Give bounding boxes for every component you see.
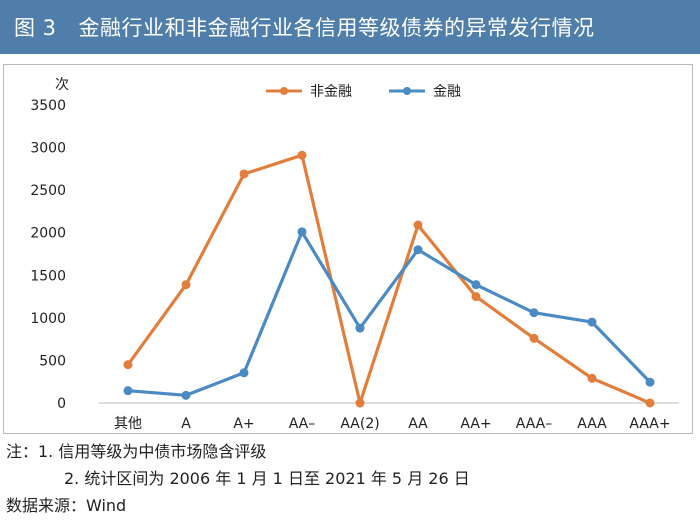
y-tick-label: 2000 <box>30 226 66 242</box>
x-tick-label: AA+ <box>460 416 491 432</box>
x-tick-label: A+ <box>233 416 254 432</box>
y-tick-label: 2500 <box>30 183 66 199</box>
data-point <box>239 368 249 378</box>
note-2: 2. 统计区间为 2006 年 1 月 1 日至 2021 年 5 月 26 日 <box>64 469 470 488</box>
x-tick-label: AA(2) <box>340 416 379 432</box>
y-tick-label: 1500 <box>30 268 66 284</box>
y-tick-label: 3000 <box>30 141 66 157</box>
figure-title-bar: 图 3 金融行业和非金融行业各信用等级债券的异常发行情况 <box>0 0 700 54</box>
x-tick-label: AAA <box>577 416 607 432</box>
data-point <box>355 398 365 408</box>
series-line-financial <box>126 230 652 397</box>
data-point <box>645 398 655 408</box>
figure-number: 图 3 <box>14 16 57 40</box>
data-point <box>297 150 307 160</box>
note-1: 注：1. 信用等级为中债市场隐含评级 <box>6 442 267 461</box>
y-axis-unit-label: 次 <box>55 77 69 93</box>
x-tick-label: AAA+ <box>629 416 670 432</box>
data-point <box>587 317 597 327</box>
series-line-non-financial <box>126 153 652 405</box>
legend-label: 非金融 <box>310 84 352 100</box>
x-tick-label: A <box>181 416 191 432</box>
data-point <box>587 373 597 383</box>
y-tick-label: 0 <box>57 396 66 412</box>
x-tick-label: AA– <box>289 416 316 432</box>
data-point <box>181 280 191 290</box>
data-point <box>239 169 249 179</box>
data-point <box>529 333 539 343</box>
data-point <box>413 245 423 255</box>
data-point <box>123 386 133 396</box>
data-source: 数据来源：Wind <box>6 496 127 515</box>
y-tick-label: 3500 <box>30 98 66 114</box>
data-point <box>471 280 481 290</box>
data-point <box>471 292 481 302</box>
data-point <box>529 308 539 318</box>
data-point <box>355 323 365 333</box>
x-tick-label: AAA– <box>516 416 553 432</box>
chart-frame: 次 0 500 1000 1500 2000 2500 3000 3500 其他 A A+ AA– AA(… <box>3 64 693 434</box>
legend-label: 金融 <box>433 84 461 100</box>
data-point <box>413 220 423 230</box>
figure-title: 金融行业和非金融行业各信用等级债券的异常发行情况 <box>78 16 595 40</box>
data-point <box>123 360 133 370</box>
y-tick-label: 1000 <box>30 311 66 327</box>
data-point <box>181 390 191 400</box>
y-tick-label: 500 <box>39 353 66 369</box>
x-tick-label: 其他 <box>114 416 142 432</box>
x-tick-label: AA <box>408 416 428 432</box>
legend-marker <box>403 87 411 95</box>
notes-block: 注：1. 信用等级为中债市场隐含评级 2. 统计区间为 2006 年 1 月 1… <box>6 438 696 519</box>
legend-marker <box>280 87 288 95</box>
data-point <box>297 227 307 237</box>
data-point <box>645 377 655 387</box>
